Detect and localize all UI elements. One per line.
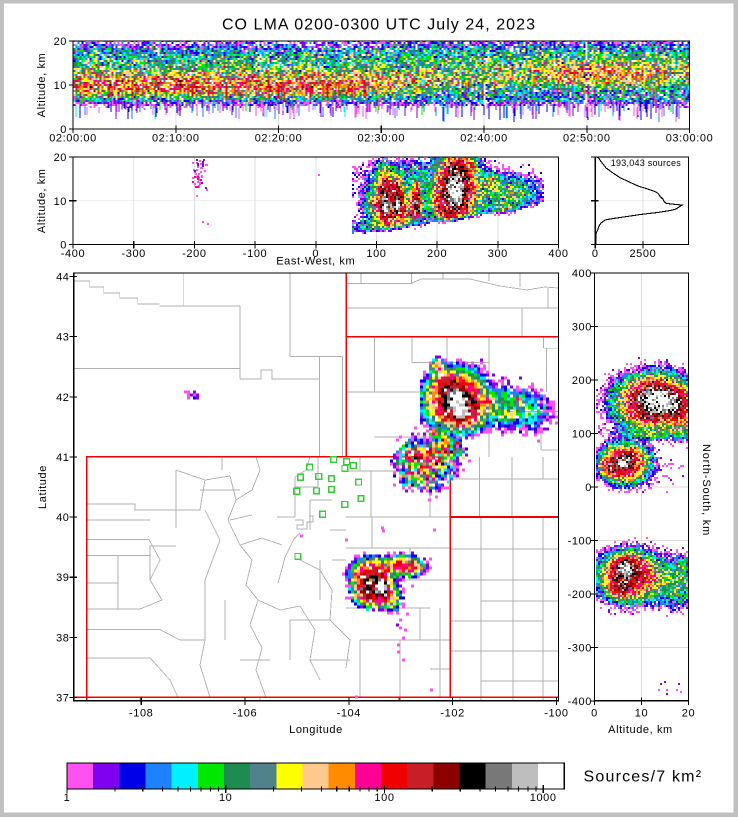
svg-text:200: 200 <box>427 248 447 260</box>
svg-text:North-South, km: North-South, km <box>700 444 712 536</box>
svg-text:-104: -104 <box>337 708 361 720</box>
svg-text:1: 1 <box>64 792 71 804</box>
svg-text:East-West, km: East-West, km <box>276 256 355 268</box>
svg-text:10: 10 <box>635 708 648 720</box>
svg-text:2500: 2500 <box>629 248 656 260</box>
svg-text:02:50:00: 02:50:00 <box>563 133 611 145</box>
svg-text:Altitude, km: Altitude, km <box>36 168 48 233</box>
svg-text:10: 10 <box>219 792 232 804</box>
svg-text:0: 0 <box>585 482 592 494</box>
svg-text:03:00:00: 03:00:00 <box>666 133 714 145</box>
svg-text:CO LMA 0200-0300 UTC July 24,: CO LMA 0200-0300 UTC July 24, 2023 <box>222 17 536 34</box>
svg-text:0: 0 <box>592 248 599 260</box>
svg-text:10: 10 <box>54 196 67 208</box>
svg-text:20: 20 <box>54 152 67 164</box>
svg-text:Latitude: Latitude <box>37 465 49 509</box>
svg-text:41: 41 <box>56 452 69 464</box>
svg-text:-400: -400 <box>61 248 85 260</box>
svg-text:-100: -100 <box>544 708 568 720</box>
svg-text:39: 39 <box>56 572 69 584</box>
svg-text:44: 44 <box>56 272 69 284</box>
svg-text:400: 400 <box>572 268 592 280</box>
svg-text:02:30:00: 02:30:00 <box>357 133 405 145</box>
svg-text:-200: -200 <box>182 248 206 260</box>
svg-text:02:10:00: 02:10:00 <box>152 133 200 145</box>
svg-text:Longitude: Longitude <box>289 724 343 736</box>
svg-text:10: 10 <box>54 80 67 92</box>
svg-text:100: 100 <box>374 792 394 804</box>
svg-text:300: 300 <box>488 248 508 260</box>
svg-text:02:00:00: 02:00:00 <box>49 133 97 145</box>
svg-text:20: 20 <box>54 36 67 48</box>
svg-text:-400: -400 <box>568 696 592 708</box>
svg-text:0: 0 <box>60 240 67 252</box>
svg-text:400: 400 <box>548 248 568 260</box>
svg-text:42: 42 <box>56 392 69 404</box>
svg-text:-300: -300 <box>121 248 145 260</box>
svg-text:0: 0 <box>591 708 598 720</box>
svg-text:193,043 sources: 193,043 sources <box>611 158 682 168</box>
svg-text:02:20:00: 02:20:00 <box>255 133 303 145</box>
svg-text:0: 0 <box>312 248 319 260</box>
svg-text:0: 0 <box>60 124 67 136</box>
svg-text:-108: -108 <box>129 708 153 720</box>
svg-text:-100: -100 <box>243 248 267 260</box>
svg-text:100: 100 <box>366 248 386 260</box>
svg-text:-106: -106 <box>233 708 257 720</box>
svg-text:Altitude, km: Altitude, km <box>36 53 48 118</box>
svg-text:-300: -300 <box>568 643 592 655</box>
svg-text:Altitude, km: Altitude, km <box>608 724 673 736</box>
svg-text:37: 37 <box>56 692 69 704</box>
svg-text:-102: -102 <box>440 708 464 720</box>
svg-text:43: 43 <box>56 332 69 344</box>
svg-text:20: 20 <box>682 708 695 720</box>
svg-text:100: 100 <box>572 429 592 441</box>
svg-text:02:40:00: 02:40:00 <box>460 133 508 145</box>
svg-text:300: 300 <box>572 322 592 334</box>
svg-text:1000: 1000 <box>530 792 557 804</box>
svg-text:Sources/7 km²: Sources/7 km² <box>584 769 703 786</box>
svg-text:-200: -200 <box>568 589 592 601</box>
svg-text:-100: -100 <box>568 536 592 548</box>
svg-text:38: 38 <box>56 632 69 644</box>
svg-text:200: 200 <box>572 375 592 387</box>
svg-text:40: 40 <box>56 512 69 524</box>
